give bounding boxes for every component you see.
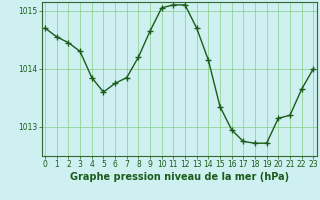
X-axis label: Graphe pression niveau de la mer (hPa): Graphe pression niveau de la mer (hPa) — [70, 172, 289, 182]
